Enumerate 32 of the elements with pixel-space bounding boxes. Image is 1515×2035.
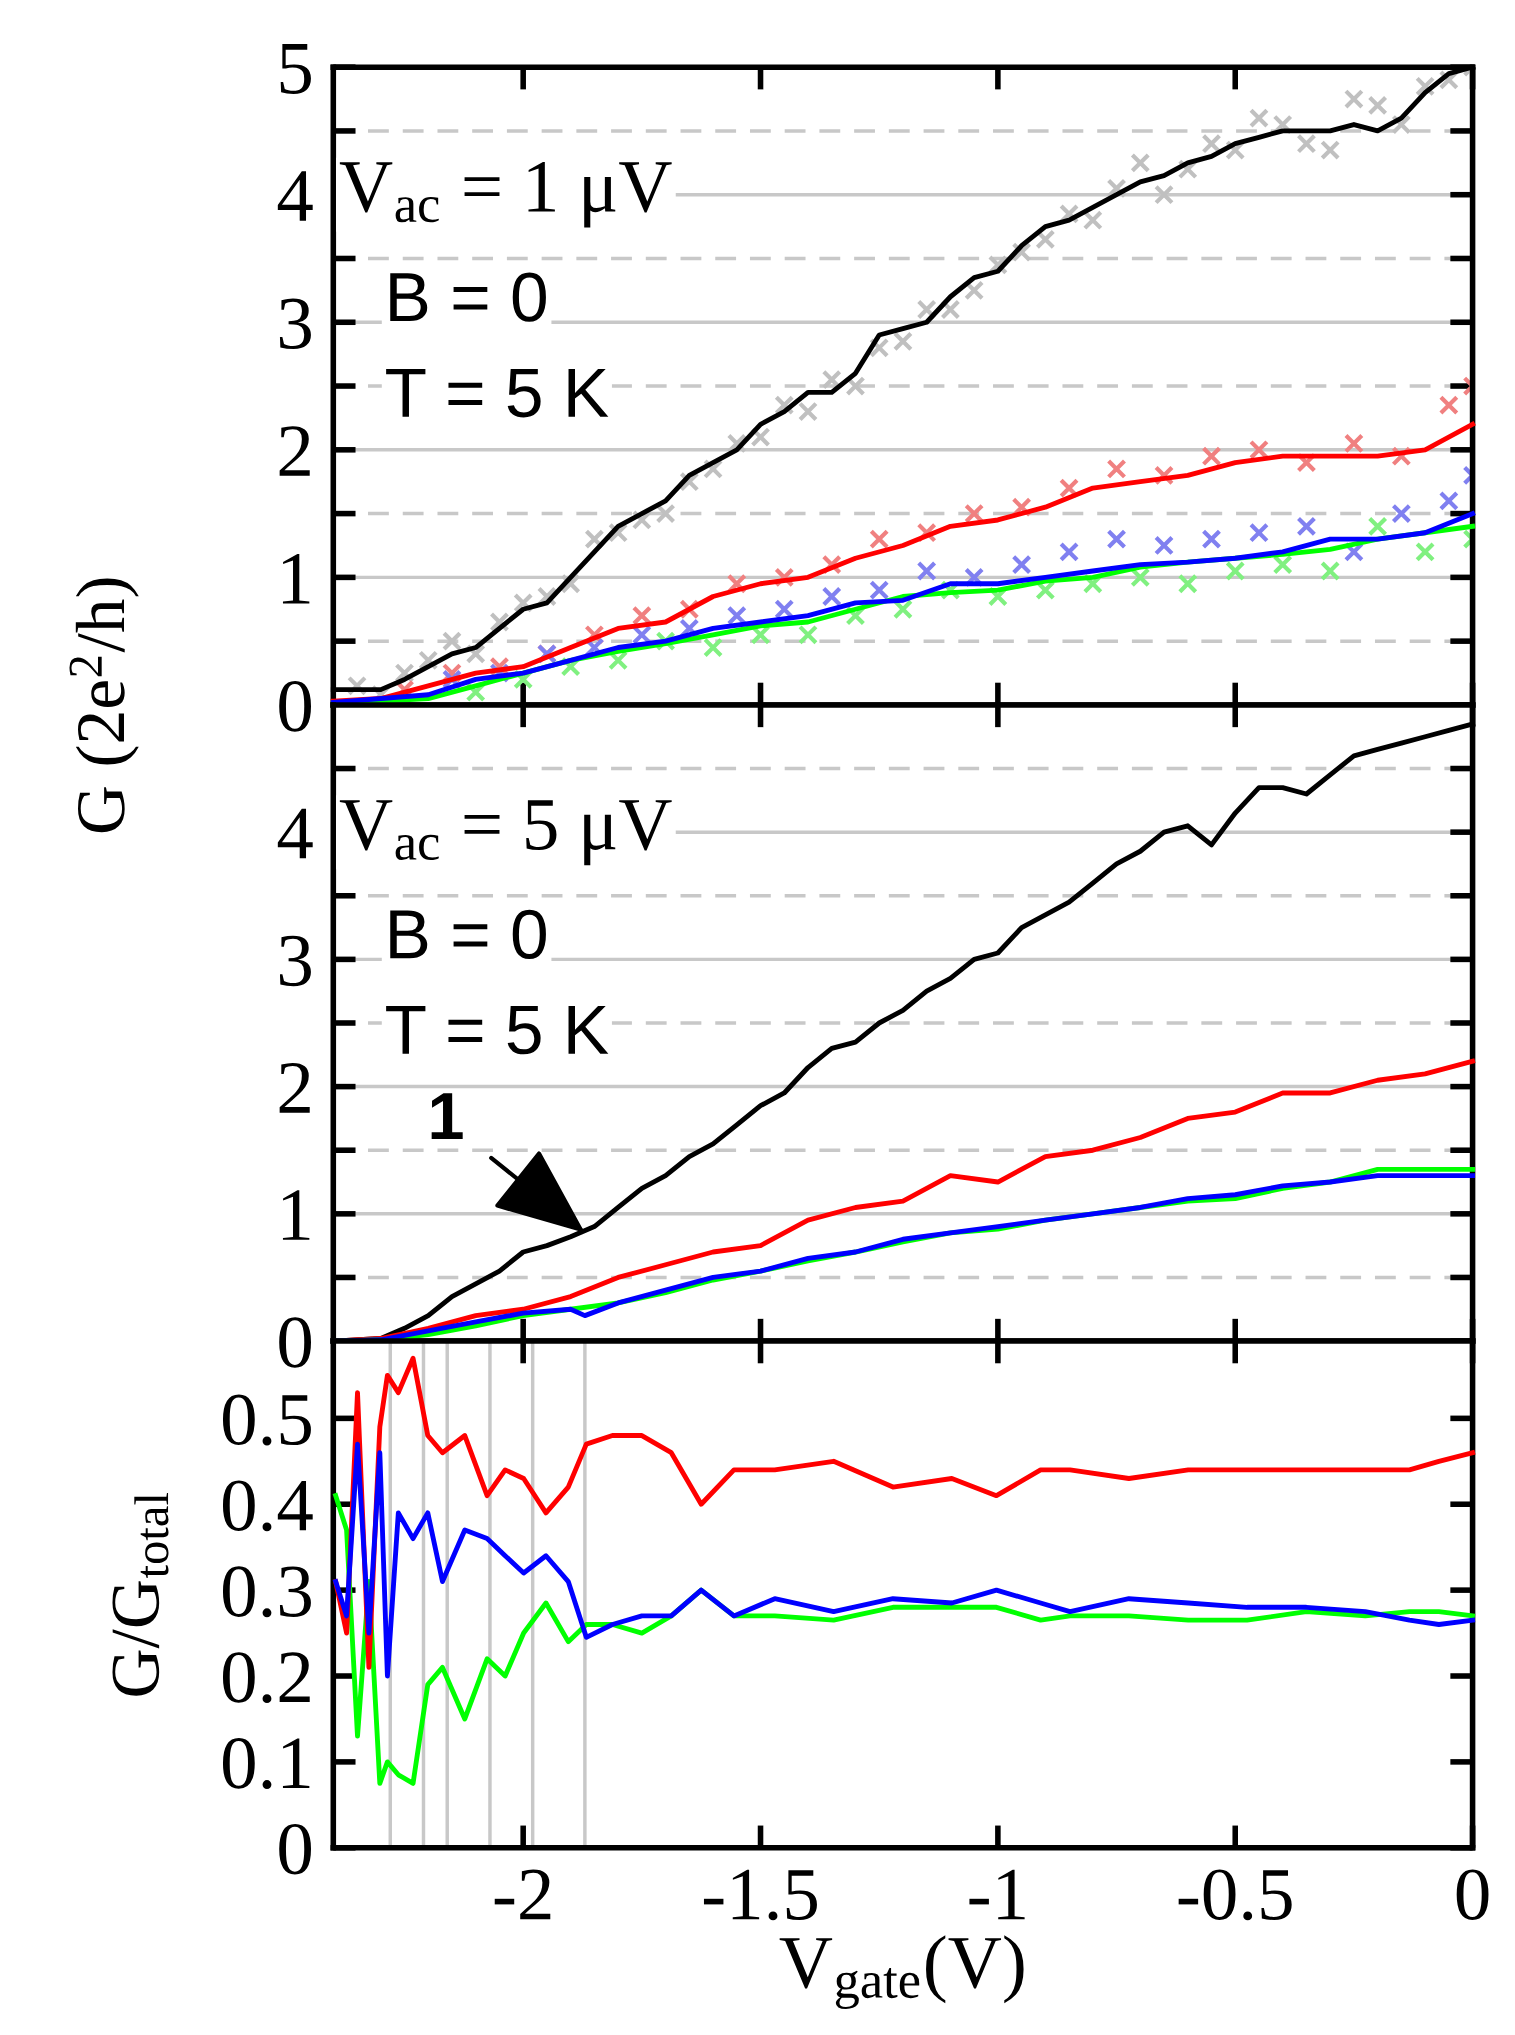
y-tick-label: 0.3	[222, 1566, 311, 1618]
y-tick-label: 3	[279, 298, 311, 350]
y-tick-label: 0	[279, 681, 311, 732]
y-tick-label: 2	[279, 1062, 310, 1113]
y-axis-title: G (2e$^{2}$/h)	[69, 578, 139, 833]
y-tick-label: 2	[279, 426, 310, 476]
x-tick-label: 0	[1456, 1869, 1489, 1921]
x-tick-label: -0.5	[1178, 1869, 1292, 1921]
annotation: V$_{ac}$ = 1 μV	[339, 161, 672, 228]
y-tick-label: 0.1	[222, 1738, 310, 1789]
y-tick-label: 0	[279, 1823, 311, 1875]
x-tick-label: -1	[969, 1869, 1025, 1920]
annotation: B = 0	[390, 909, 546, 959]
annotation: V$_{ac}$ = 5 μV	[339, 800, 672, 866]
y-tick-label: 3	[279, 935, 311, 987]
y-tick-label: 0	[279, 1317, 311, 1368]
annotation: B = 0	[390, 272, 546, 322]
y-tick-label: 1	[282, 1190, 310, 1240]
x-axis-title: V$_{gate}$(V)	[779, 1935, 1024, 2009]
annotation: 1	[431, 1093, 463, 1140]
x-tick-label: -2	[494, 1869, 551, 1920]
y-tick-label: 4	[277, 808, 313, 859]
x-tick-label: -1.5	[703, 1869, 817, 1921]
y-tick-label: 4	[277, 171, 313, 221]
y-tick-label: 0.4	[222, 1480, 313, 1532]
y-tick-label: 0.5	[222, 1394, 311, 1446]
annotation: T = 5 K	[386, 368, 609, 418]
y-tick-label: 0.2	[222, 1652, 310, 1704]
annotation: T = 5 K	[386, 1005, 609, 1055]
y-tick-label: 1	[282, 553, 310, 604]
y-tick-label: 5	[280, 44, 311, 94]
y-axis-title: G/G$_{total}$	[112, 1493, 169, 1696]
